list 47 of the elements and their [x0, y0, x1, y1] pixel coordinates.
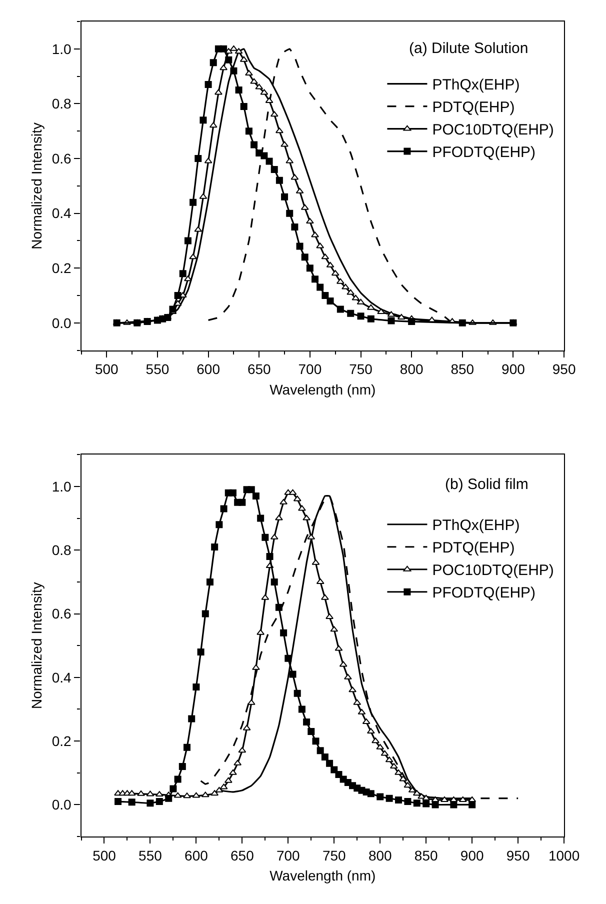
y-axis-title: Normalized Intensity	[28, 582, 44, 710]
y-tick-label: 0.0	[52, 796, 72, 813]
legend-label: PThQx(EHP)	[432, 517, 520, 534]
x-tick-label: 950	[552, 361, 576, 378]
legend-label: PFODTQ(EHP)	[432, 584, 536, 602]
x-tick-label: 800	[368, 847, 392, 864]
x-tick-label: 700	[298, 361, 322, 378]
legend-label: POC10DTQ(EHP)	[432, 122, 554, 139]
x-tick-label: 850	[414, 847, 438, 864]
x-tick-label: 550	[146, 361, 170, 378]
x-tick-label: 550	[138, 847, 162, 864]
x-tick-label: 600	[184, 847, 208, 864]
y-tick-label: 0.8	[52, 542, 72, 558]
x-tick-label: 900	[460, 847, 484, 864]
y-tick-label: 0.6	[52, 150, 72, 166]
annotation: (b) Solid film	[445, 476, 528, 493]
annotation: (a) Dilute Solution	[409, 40, 528, 57]
x-tick-label: 700	[276, 847, 300, 864]
legend-label: PThQx(EHP)	[432, 76, 520, 94]
x-tick-label: 650	[247, 361, 272, 378]
legend-label: PFODTQ(EHP)	[432, 144, 536, 162]
x-tick-label: 950	[506, 847, 530, 864]
x-tick-label: 500	[92, 847, 116, 864]
x-tick-label: 650	[230, 847, 254, 864]
y-tick-label: 0.2	[52, 260, 72, 276]
x-tick-label: 800	[400, 361, 424, 378]
y-tick-label: 0.8	[52, 96, 72, 112]
x-tick-label: 850	[450, 361, 474, 378]
legend-label: PDTQ(EHP)	[432, 540, 515, 557]
y-tick-label: 1.0	[52, 478, 72, 494]
y-tick-label: 0.4	[52, 205, 72, 222]
y-tick-label: 0.6	[52, 606, 72, 622]
legend-label: POC10DTQ(EHP)	[432, 562, 554, 580]
x-tick-label: 500	[94, 361, 119, 378]
y-axis-title: Normalized Intensity	[28, 122, 44, 250]
y-tick-label: 0.0	[52, 314, 72, 331]
x-tick-label: 1000	[548, 847, 580, 864]
y-tick-label: 0.2	[52, 732, 72, 749]
x-axis-title: Wavelength (nm)	[270, 868, 376, 884]
x-tick-label: 600	[196, 361, 220, 378]
y-tick-label: 1.0	[52, 40, 72, 57]
x-tick-label: 750	[349, 361, 373, 378]
x-tick-label: 750	[322, 847, 346, 864]
legend-label: PDTQ(EHP)	[432, 99, 515, 116]
x-axis-title: Wavelength (nm)	[270, 382, 376, 398]
y-tick-label: 0.4	[52, 669, 72, 686]
x-tick-label: 900	[502, 361, 526, 378]
